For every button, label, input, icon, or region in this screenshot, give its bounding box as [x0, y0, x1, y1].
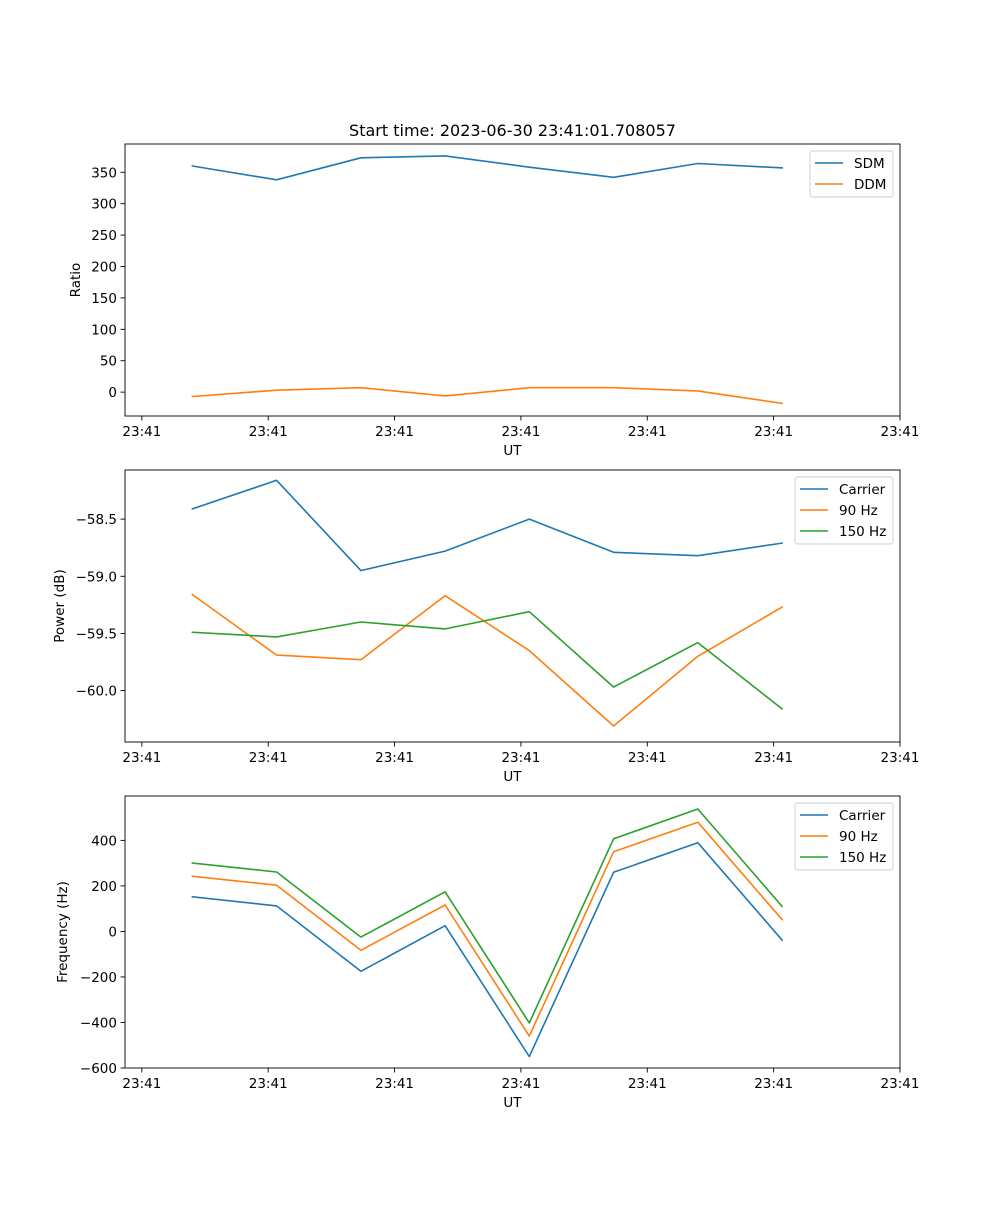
x-tick-label: 23:41: [375, 750, 414, 766]
legend-label: 150 Hz: [839, 524, 886, 540]
y-tick-label: −400: [80, 1015, 117, 1031]
y-tick-label: 250: [91, 228, 117, 244]
legend-label: 150 Hz: [839, 850, 886, 866]
x-tick-label: 23:41: [754, 750, 793, 766]
x-tick-label: 23:41: [122, 750, 161, 766]
x-tick-label: 23:41: [501, 750, 540, 766]
y-tick-label: 400: [91, 833, 117, 849]
y-tick-label: 100: [91, 322, 117, 338]
x-axis-label: UT: [503, 1095, 522, 1111]
figure-title: Start time: 2023-06-30 23:41:01.708057: [349, 121, 676, 140]
y-tick-label: −200: [80, 970, 117, 986]
y-tick-label: 350: [91, 165, 117, 181]
ratio-chart: 23:41 23:41 23:41 23:41 23:41 23:41 23:41 0 50 10…: [68, 143, 920, 459]
series-line-90-hz: [191, 821, 784, 1037]
y-tick-label: −59.5: [76, 626, 117, 642]
x-tick-label: 23:41: [375, 424, 414, 440]
x-tick-label: 23:41: [628, 424, 667, 440]
legend-label: SDM: [854, 156, 885, 172]
y-axis-label: Frequency (Hz): [55, 881, 71, 983]
plot-frame: [124, 795, 901, 1069]
x-tick-label: 23:41: [754, 424, 793, 440]
y-tick-label: −59.0: [76, 569, 117, 585]
legend-box: [794, 802, 894, 871]
legend-label: DDM: [854, 177, 886, 193]
y-tick-label: −58.5: [76, 512, 117, 528]
y-tick-label: 150: [91, 291, 117, 307]
legend-label: 90 Hz: [839, 829, 878, 845]
legend-box: [794, 476, 894, 545]
x-axis-label: UT: [503, 769, 522, 785]
y-axis-label: Power (dB): [52, 569, 68, 642]
y-tick-label: −600: [80, 1061, 117, 1077]
x-tick-label: 23:41: [628, 1076, 667, 1092]
x-tick-label: 23:41: [122, 424, 161, 440]
series-line-sdm: [191, 155, 783, 181]
legend-label: Carrier: [839, 482, 886, 498]
power-chart: 23:41 23:41 23:41 23:41 23:41 23:41 23:41 −60.0…: [52, 469, 920, 785]
x-tick-label: 23:41: [375, 1076, 414, 1092]
plot-frame: [124, 143, 901, 417]
x-tick-label: 23:41: [501, 424, 540, 440]
x-tick-label: 23:41: [881, 424, 920, 440]
x-tick-label: 23:41: [881, 1076, 920, 1092]
y-tick-label: 200: [91, 259, 117, 275]
y-tick-label: 0: [108, 924, 117, 940]
x-tick-label: 23:41: [122, 1076, 161, 1092]
x-tick-label: 23:41: [628, 750, 667, 766]
y-tick-label: 50: [100, 354, 117, 370]
plot-frame: [124, 469, 901, 743]
y-tick-label: 300: [91, 197, 117, 213]
x-tick-label: 23:41: [501, 1076, 540, 1092]
series-line-carrier: [191, 841, 784, 1058]
x-tick-label: 23:41: [881, 750, 920, 766]
series-line-150-hz: [191, 610, 784, 711]
x-axis-label: UT: [503, 443, 522, 459]
series-line-ddm: [191, 386, 784, 405]
legend-label: Carrier: [839, 808, 886, 824]
frequency-chart: 23:41 23:41 23:41 23:41 23:41 23:41 23:41 −600 −…: [55, 795, 920, 1111]
y-tick-label: 200: [91, 879, 117, 895]
legend-label: 90 Hz: [839, 503, 878, 519]
series-line-carrier: [191, 479, 784, 572]
y-axis-label: Ratio: [68, 263, 84, 298]
series-line-90-hz: [191, 593, 784, 727]
y-tick-label: −60.0: [76, 684, 117, 700]
y-tick-label: 0: [108, 385, 117, 401]
x-tick-label: 23:41: [754, 1076, 793, 1092]
x-tick-label: 23:41: [249, 750, 288, 766]
x-tick-label: 23:41: [249, 424, 288, 440]
series-line-150-hz: [191, 808, 784, 1024]
x-tick-label: 23:41: [249, 1076, 288, 1092]
